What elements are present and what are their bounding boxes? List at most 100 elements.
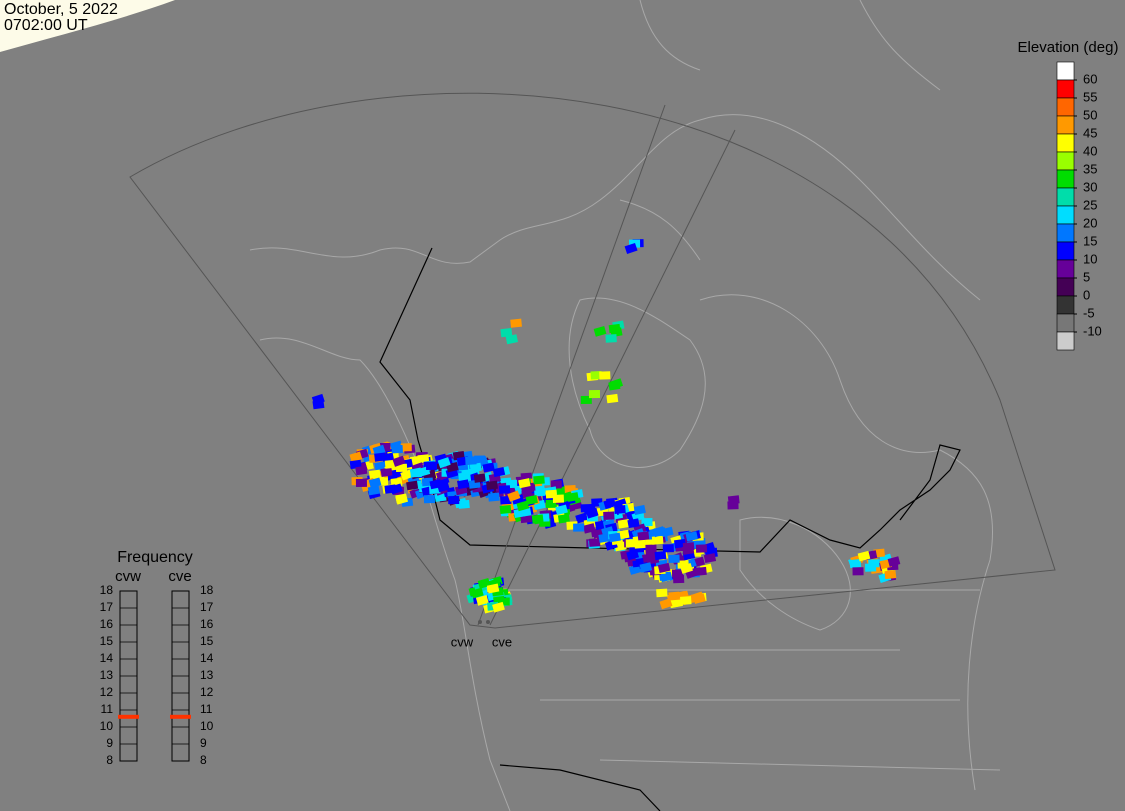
echo-cell <box>682 542 695 552</box>
echo-cell <box>406 480 419 491</box>
echo-cell <box>458 499 470 509</box>
colorbar-tick-label: 0 <box>1083 287 1090 302</box>
colorbar-swatch <box>1056 313 1075 333</box>
echo-cell <box>470 587 484 599</box>
frequency-tick-label: 17 <box>200 600 214 614</box>
echo-cell <box>887 556 901 567</box>
echo-cell <box>671 569 684 578</box>
echo-cell <box>610 378 624 390</box>
coastlines <box>249 0 1001 811</box>
echo-cell <box>488 492 500 502</box>
echo-cell <box>651 535 664 545</box>
colorbar-tick-label: 10 <box>1083 251 1097 266</box>
echo-cell <box>585 507 599 519</box>
colorbar-swatch <box>1056 277 1075 297</box>
echo-cell <box>633 504 646 515</box>
echo-cell <box>605 334 617 343</box>
echo-cell <box>599 371 611 380</box>
echo-cell <box>552 494 565 503</box>
echo-cell <box>884 570 897 580</box>
echo-cell <box>500 328 513 338</box>
echo-cell <box>555 504 568 516</box>
echo-cell <box>603 511 615 521</box>
echo-cell <box>659 571 671 581</box>
echo-cell <box>429 479 442 490</box>
echo-cell <box>525 494 538 505</box>
echo-cell <box>695 544 708 553</box>
colorbar-swatch <box>1056 61 1075 81</box>
echo-cells <box>311 239 901 614</box>
echo-cell <box>673 538 686 549</box>
frequency-tick-label: 8 <box>106 753 113 767</box>
echo-cell <box>448 496 460 505</box>
echo-cell <box>582 523 596 534</box>
time-label: 0702:00 UT <box>4 17 88 34</box>
echo-cell <box>425 461 438 470</box>
daylight-region <box>0 0 175 52</box>
echo-cell <box>395 463 408 473</box>
colorbar-swatch <box>1056 259 1075 279</box>
echo-cell <box>380 467 393 477</box>
echo-cell <box>400 469 414 481</box>
echo-cell <box>627 518 640 529</box>
colorbar-swatch <box>1056 151 1075 171</box>
echo-cell <box>634 539 646 549</box>
echo-cell <box>680 596 692 605</box>
echo-cell <box>668 591 680 601</box>
colorbar-tick-label: 40 <box>1083 143 1097 158</box>
echo-cell <box>680 562 693 574</box>
echo-cell <box>518 478 531 489</box>
echo-cell <box>639 562 653 573</box>
echo-cell <box>410 468 422 478</box>
colorbar-swatch <box>1056 241 1075 261</box>
echo-cell <box>391 444 403 454</box>
echo-cell <box>384 484 397 494</box>
colorbar-title: Elevation (deg) <box>1018 39 1119 56</box>
echo-cell <box>500 495 512 505</box>
echo-cell <box>550 480 562 489</box>
echo-cell <box>349 451 363 463</box>
colorbar-swatch <box>1056 295 1075 315</box>
echo-cell <box>685 531 698 542</box>
echo-cell <box>590 370 602 380</box>
frequency-tick-label: 18 <box>100 583 114 597</box>
echo-cell <box>661 526 674 538</box>
echo-cell <box>492 601 505 613</box>
echo-cell <box>505 334 518 345</box>
echo-cell <box>693 593 706 604</box>
frequency-tick-label: 14 <box>200 651 214 665</box>
frequency-tick-label: 16 <box>200 617 214 631</box>
echo-cell <box>492 466 506 478</box>
echo-cell <box>557 513 570 524</box>
frequency-tick-label: 10 <box>100 719 114 733</box>
colorbar-tick-label: 60 <box>1083 71 1097 86</box>
echo-cell <box>593 326 607 337</box>
colorbar-tick-label: 15 <box>1083 233 1097 248</box>
colorbar-tick-label: 30 <box>1083 179 1097 194</box>
colorbar-swatch <box>1056 331 1075 351</box>
echo-cell <box>668 554 680 563</box>
echo-cell <box>637 531 650 541</box>
echo-cell <box>507 490 521 502</box>
colorbar-swatch <box>1056 169 1075 189</box>
colorbar-tick-label: 50 <box>1083 107 1097 122</box>
echo-cell <box>400 443 412 452</box>
echo-cell <box>486 480 498 490</box>
echo-cell <box>588 390 601 399</box>
echo-cell <box>628 564 642 575</box>
colorbar-swatch <box>1056 133 1075 153</box>
echo-cell <box>625 539 637 548</box>
frequency-tick-label: 12 <box>200 685 214 699</box>
echo-cell <box>516 500 530 512</box>
echo-cell <box>499 504 512 514</box>
echo-cell <box>695 566 707 576</box>
colorbar-tick-label: -5 <box>1083 305 1095 320</box>
colorbar-tick-label: 25 <box>1083 197 1097 212</box>
frequency-tick-label: 12 <box>100 685 114 699</box>
frequency-tick-label: 11 <box>200 702 213 716</box>
site-label: cvw <box>451 634 474 649</box>
echo-cell <box>486 583 500 594</box>
echo-cell <box>849 558 862 569</box>
echo-cell <box>374 452 386 462</box>
echo-cell <box>510 318 522 328</box>
